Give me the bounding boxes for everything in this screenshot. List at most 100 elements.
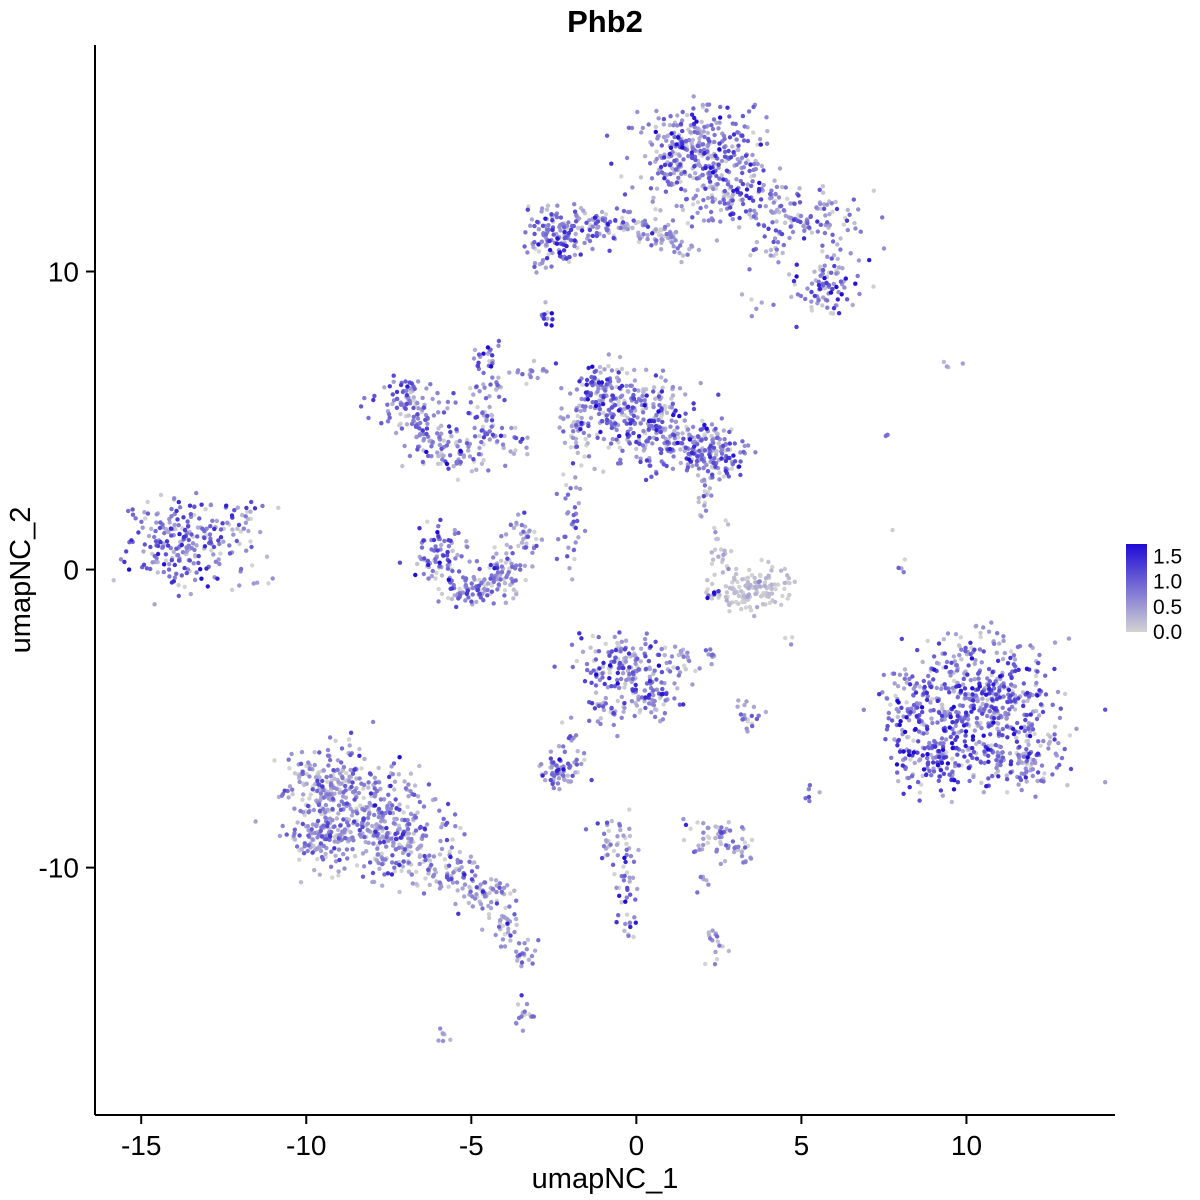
cell-point bbox=[582, 407, 587, 413]
cell-point bbox=[323, 802, 329, 808]
cell-point bbox=[302, 841, 307, 846]
cell-point bbox=[362, 834, 367, 840]
cell-point bbox=[218, 551, 223, 556]
cell-point bbox=[415, 416, 421, 421]
cell-point bbox=[393, 430, 399, 436]
cell-point bbox=[494, 901, 500, 906]
cell-point bbox=[881, 246, 887, 251]
cell-point bbox=[1015, 644, 1021, 650]
cell-point bbox=[470, 585, 475, 591]
cell-point bbox=[469, 581, 474, 586]
cell-point bbox=[493, 932, 498, 938]
cell-point bbox=[691, 106, 696, 111]
cell-point bbox=[574, 762, 580, 767]
cell-point bbox=[581, 430, 586, 436]
cell-point bbox=[708, 209, 714, 215]
cell-point bbox=[979, 725, 984, 731]
cell-point bbox=[706, 175, 712, 181]
cell-point bbox=[1024, 712, 1030, 718]
cell-point bbox=[558, 228, 563, 233]
cell-point bbox=[457, 592, 463, 598]
cell-point bbox=[963, 729, 969, 734]
cell-point bbox=[475, 588, 480, 593]
cell-point bbox=[774, 184, 780, 190]
cell-point bbox=[153, 539, 159, 544]
cell-point bbox=[450, 837, 455, 842]
cell-point bbox=[601, 660, 606, 666]
cell-point bbox=[809, 305, 814, 310]
cell-point bbox=[550, 227, 555, 233]
cell-point bbox=[292, 806, 297, 811]
cell-point bbox=[694, 458, 700, 464]
cell-point bbox=[554, 241, 560, 246]
cell-point bbox=[710, 472, 715, 477]
cell-point bbox=[609, 705, 614, 711]
cell-point bbox=[324, 836, 329, 842]
cell-point bbox=[438, 517, 443, 523]
cell-point bbox=[944, 364, 949, 369]
cell-point bbox=[622, 225, 627, 230]
cell-point bbox=[423, 833, 429, 838]
cell-point bbox=[152, 553, 157, 559]
cell-point bbox=[1031, 757, 1036, 763]
cell-point bbox=[970, 686, 975, 691]
cell-point bbox=[677, 162, 683, 167]
cell-point bbox=[406, 852, 411, 857]
y-axis-title: umapNC_2 bbox=[5, 507, 37, 654]
cell-point bbox=[340, 829, 345, 834]
cell-point bbox=[815, 229, 820, 234]
cell-point bbox=[781, 208, 786, 213]
cell-point bbox=[756, 713, 761, 718]
legend-tick-label: 1.5 bbox=[1153, 546, 1182, 569]
cell-point bbox=[595, 435, 600, 440]
cell-point bbox=[680, 128, 685, 134]
cell-point bbox=[352, 854, 358, 859]
cell-point bbox=[1062, 746, 1067, 752]
cell-point bbox=[644, 458, 650, 463]
cell-point bbox=[782, 580, 787, 586]
cell-point bbox=[611, 710, 616, 716]
cell-point bbox=[400, 832, 406, 837]
cell-point bbox=[904, 700, 909, 705]
cell-point bbox=[487, 915, 492, 921]
cell-point bbox=[376, 765, 381, 771]
cell-point bbox=[202, 535, 207, 541]
cell-point bbox=[702, 503, 707, 508]
cell-point bbox=[524, 541, 529, 546]
cell-point bbox=[194, 570, 199, 575]
cell-point bbox=[634, 446, 639, 451]
cell-point bbox=[1021, 703, 1026, 709]
cell-point bbox=[640, 393, 645, 399]
cell-point bbox=[710, 928, 715, 933]
cell-point bbox=[817, 286, 823, 291]
cell-point bbox=[759, 163, 765, 169]
cell-point bbox=[717, 477, 722, 482]
cell-point bbox=[977, 647, 983, 652]
cell-point bbox=[662, 155, 667, 160]
cell-point bbox=[359, 781, 364, 786]
cell-point bbox=[323, 810, 328, 815]
cell-point bbox=[155, 570, 160, 575]
cell-point bbox=[668, 171, 673, 177]
cell-point bbox=[468, 386, 473, 391]
cell-point bbox=[913, 690, 919, 695]
cell-point bbox=[566, 230, 572, 236]
cell-point bbox=[495, 587, 500, 592]
cell-point bbox=[664, 231, 669, 237]
cell-point bbox=[901, 791, 906, 796]
cell-point bbox=[444, 461, 450, 467]
cell-point bbox=[1011, 662, 1016, 667]
cell-point bbox=[227, 551, 233, 556]
cell-point bbox=[373, 829, 378, 834]
cell-point bbox=[963, 692, 968, 697]
cell-point bbox=[645, 224, 651, 229]
cell-point bbox=[349, 813, 355, 818]
cell-point bbox=[687, 437, 693, 442]
cell-point bbox=[531, 358, 537, 364]
cell-point bbox=[336, 803, 342, 808]
cell-point bbox=[1005, 661, 1011, 666]
cell-point bbox=[951, 654, 956, 659]
cell-point bbox=[729, 466, 734, 471]
cell-point bbox=[448, 429, 453, 435]
cell-point bbox=[571, 519, 576, 524]
